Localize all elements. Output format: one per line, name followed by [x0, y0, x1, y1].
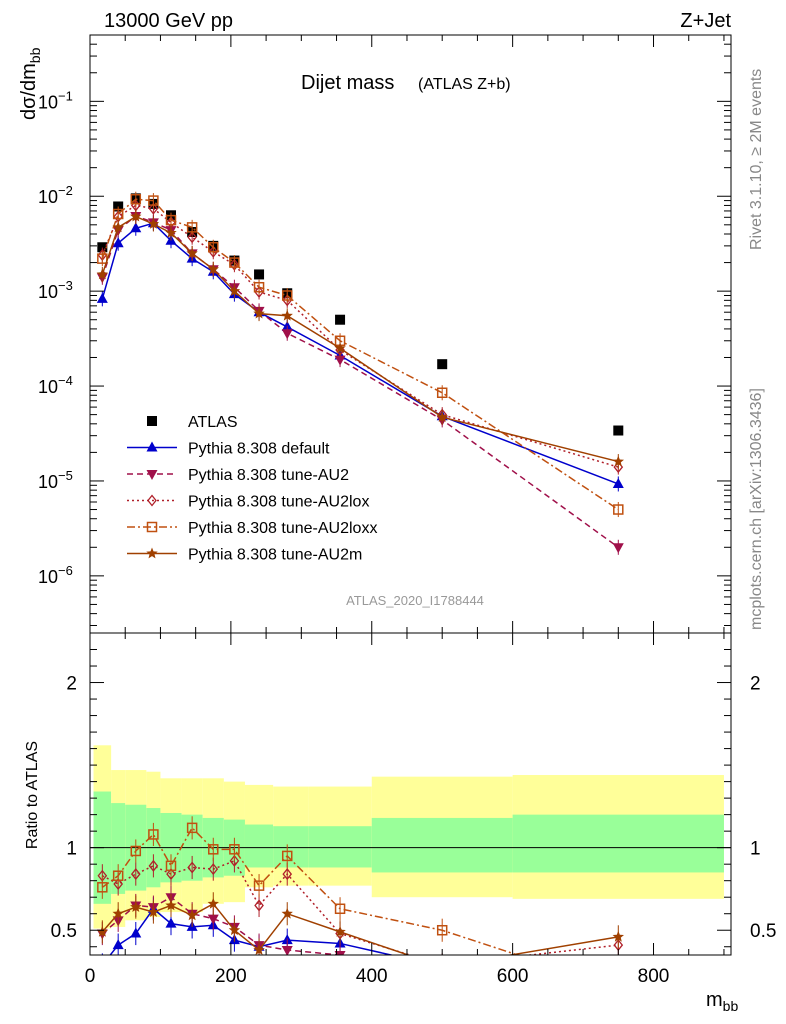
x-axis-label-sub: bb: [723, 998, 739, 1014]
legend: ATLAS Pythia 8.308 default Pythia 8.308 tu…: [127, 414, 377, 564]
legend-marker: [147, 470, 158, 480]
legend-entry-2: Pythia 8.308 tune-AU2: [127, 467, 349, 484]
ratio-point: [437, 961, 448, 971]
ratio-y-tick-label: 1: [66, 839, 77, 860]
ratio-band-green: [273, 826, 308, 867]
x-axis-label-text: m: [706, 989, 723, 1011]
x-axis-label: mbb: [706, 989, 738, 1014]
ratio-y-tick-label-right: 1: [750, 839, 761, 860]
ratio-point: [97, 959, 108, 969]
legend-label: Pythia 8.308 default: [188, 441, 330, 458]
main-y-tick-label: 10−2: [38, 183, 73, 207]
main-point: [97, 293, 108, 303]
ratio-point: [613, 999, 624, 1009]
legend-marker: [147, 416, 157, 426]
legend-entry-3: Pythia 8.308 tune-AU2lox: [127, 494, 369, 511]
main-point: [254, 269, 264, 279]
ratio-point: [437, 961, 448, 972]
process-label: Z+Jet: [680, 10, 731, 32]
main-series-5: [97, 209, 624, 469]
ratio-point: [614, 984, 623, 993]
main-point: [613, 543, 624, 553]
plot-canvas: 13000 GeV pp Z+Jet Rivet 3.1.10, ≥ 2M ev…: [0, 0, 786, 1024]
x-tick-label: 200: [215, 966, 247, 987]
ratio-band-green: [513, 815, 724, 873]
legend-marker: [147, 442, 158, 452]
y-axis-label: dσ/dmbb: [18, 47, 43, 120]
main-y-tick-label: 10−1: [38, 88, 73, 112]
main-point: [282, 329, 293, 339]
x-tick-label: 800: [638, 966, 670, 987]
energy-label: 13000 GeV pp: [104, 10, 233, 32]
main-series-line-4: [102, 199, 618, 509]
ratio-y-label: Ratio to ATLAS: [24, 741, 41, 849]
main-series-line-5: [102, 217, 618, 462]
main-point: [335, 315, 345, 325]
main-series-line-3: [102, 205, 618, 467]
mcplots-label: mcplots.cern.ch [arXiv:1306.3436]: [748, 388, 765, 630]
main-series-line-1: [102, 223, 618, 484]
y-axis-label-sub: bb: [27, 47, 43, 63]
ratio-point: [437, 966, 448, 976]
y-axis-label-text: dσ/dm: [18, 63, 40, 120]
legend-marker: [146, 548, 157, 559]
plot-title: Dijet mass: [301, 72, 394, 94]
watermark: ATLAS_2020_I1788444: [346, 593, 484, 608]
legend-label: ATLAS: [188, 414, 238, 431]
legend-label: Pythia 8.308 tune-AU2loxx: [188, 520, 377, 537]
main-series-4: [98, 192, 623, 517]
legend-entry-1: Pythia 8.308 default: [127, 441, 330, 458]
main-y-tick-label: 10−6: [38, 563, 73, 587]
ratio-y-tick-label-right: 0.5: [750, 921, 776, 942]
main-y-tick-label: 10−3: [38, 278, 73, 302]
legend-label: Pythia 8.308 tune-AU2: [188, 467, 349, 484]
rivet-label: Rivet 3.1.10, ≥ 2M events: [748, 69, 765, 250]
ratio-point: [166, 918, 177, 928]
x-tick-label: 0: [85, 966, 96, 987]
svg-text:mbb: mbb: [706, 989, 738, 1014]
main-y-tick-label: 10−4: [38, 373, 73, 397]
ratio-band-green: [372, 818, 513, 872]
main-plot-frame: [90, 35, 731, 633]
legend-label: Pythia 8.308 tune-AU2lox: [188, 494, 369, 511]
ratio-y-tick-label: 0.5: [51, 921, 77, 942]
ratio-band-green: [308, 826, 371, 867]
ratio-point: [613, 962, 624, 972]
legend-label: Pythia 8.308 tune-AU2m: [188, 547, 362, 564]
main-point: [437, 359, 447, 369]
ratio-point: [113, 939, 124, 949]
ratio-y-tick-label-right: 2: [750, 674, 761, 695]
ratio-y-tick-label: 2: [66, 674, 77, 695]
legend-entry-0: ATLAS: [147, 414, 238, 431]
ratio-plot-area: [90, 745, 731, 928]
main-y-tick-label: 10−5: [38, 468, 73, 492]
legend-entry-4: Pythia 8.308 tune-AU2loxx: [127, 520, 377, 537]
main-series-0: [97, 193, 623, 435]
plot-subtitle: (ATLAS Z+b): [418, 76, 511, 93]
main-axes: 10−1 10−2 10−3 10−4 10−5 10−6: [38, 35, 731, 633]
x-tick-label: 400: [356, 966, 388, 987]
svg-text:dσ/dmbb: dσ/dmbb: [18, 47, 43, 120]
legend-entry-5: Pythia 8.308 tune-AU2m: [127, 547, 362, 564]
x-tick-label: 600: [497, 966, 529, 987]
main-point: [613, 426, 623, 436]
ratio-point: [438, 960, 446, 970]
ratio-band-green: [245, 825, 273, 868]
main-series-1: [97, 216, 624, 492]
